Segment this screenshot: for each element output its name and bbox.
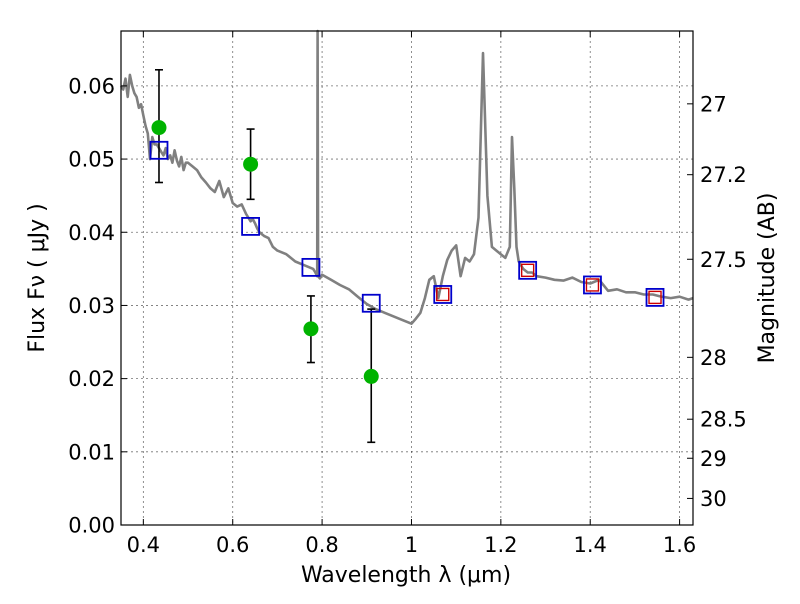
y-tick-label: 0.05: [68, 148, 115, 172]
mag-tick-label: 29: [700, 447, 727, 471]
x-axis-title: Wavelength λ (μm): [301, 563, 511, 588]
model-box-inner: [585, 278, 600, 292]
x-tick-label: 1.4: [574, 533, 607, 557]
y-tick-label: 0.01: [68, 440, 115, 464]
model-box-inner: [520, 263, 535, 278]
model-box: [518, 260, 538, 280]
observed-point: [363, 368, 379, 384]
x-tick-label: 0.6: [216, 533, 249, 557]
mag-tick-label: 27.5: [700, 248, 747, 272]
plot-frame: [120, 30, 694, 526]
y-axis-title: Flux Fν ( μJy ): [25, 203, 50, 352]
model-box: [301, 257, 321, 277]
model-box: [241, 217, 260, 236]
mag-tick-label: 28: [700, 346, 727, 370]
model-box: [645, 287, 665, 307]
mag-tick-label: 28.5: [700, 408, 747, 432]
y-tick-label: 0.03: [68, 294, 115, 318]
x-tick-label: 1: [405, 533, 418, 557]
y-tick-label: 0.02: [68, 367, 115, 391]
model-box: [361, 293, 381, 313]
model-spectrum-line: [119, 29, 694, 326]
model-box-inner: [436, 287, 450, 302]
x-tick-label: 1.2: [484, 533, 517, 557]
model-box-inner: [648, 290, 662, 305]
x-tick-label: 0.4: [127, 533, 160, 557]
mag-tick-label: 27.2: [700, 163, 747, 187]
observed-point: [151, 120, 167, 136]
mag-tick-label: 30: [700, 487, 727, 511]
y-axis-right-title: Magnitude (AB): [755, 193, 780, 364]
model-box: [583, 275, 602, 295]
model-box: [149, 140, 169, 160]
y-tick-label: 0.00: [68, 514, 115, 538]
observed-point: [243, 156, 259, 172]
y-tick-label: 0.06: [68, 74, 115, 98]
x-tick-label: 0.8: [305, 533, 338, 557]
x-tick-label: 1.6: [663, 533, 696, 557]
model-box: [433, 285, 453, 304]
y-tick-label: 0.04: [68, 221, 115, 245]
mag-tick-label: 27: [700, 92, 727, 116]
observed-point: [303, 321, 319, 337]
